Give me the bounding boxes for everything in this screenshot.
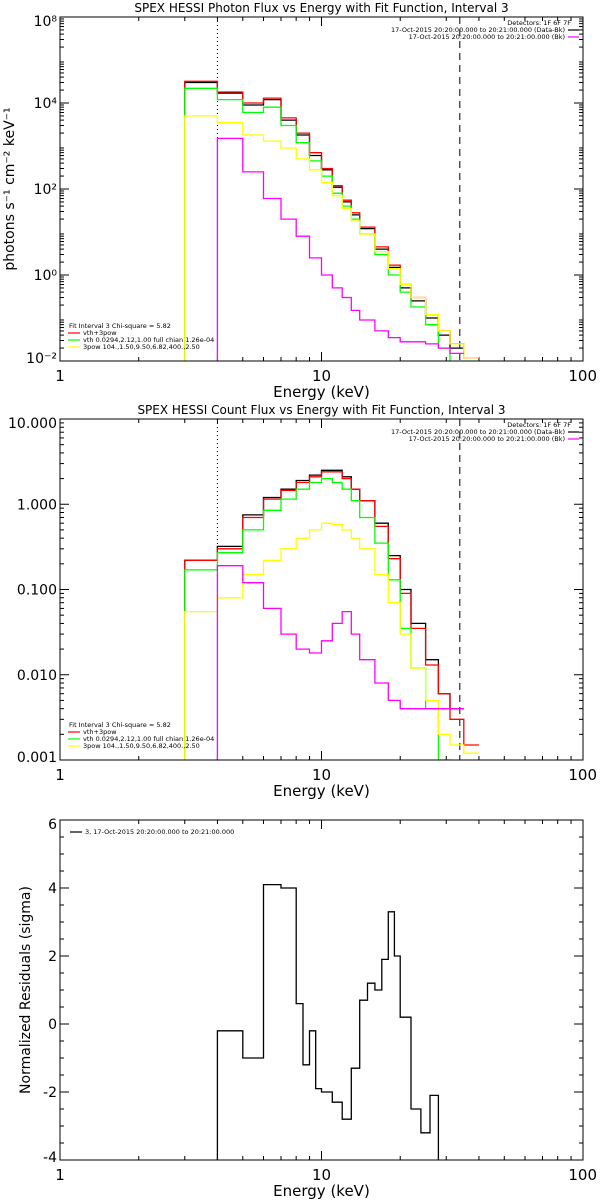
legend-detectors-label: Detectors: 1F 6F 7F [507,19,571,27]
legend-top-entry: 17-Oct-2015 20:20:00.000 to 20:21:00.000… [391,26,565,34]
y-tick-label: -4 [43,1150,57,1166]
y-axis-label: Normalized Residuals (sigma) [18,886,34,1094]
series-line-5 [216,565,464,760]
x-tick-label: 1 [55,766,65,784]
legend-top-entry: 17-Oct-2015 20:20:00.000 to 20:21:00.000… [391,428,565,436]
x-tick-label: 1 [55,367,65,385]
series-line-2 [184,80,479,361]
y-tick-label: 10⁻² [26,351,57,367]
y-tick-label: 10⁰ [34,268,58,284]
y-tick-label: 2 [48,949,57,965]
x-axis-label: Energy (keV) [273,1182,370,1200]
x-tick-label: 100 [568,367,597,385]
x-tick-label: 100 [568,1166,597,1184]
plot-frame [59,16,584,362]
panel-3: 1 10 100 6 4 2 0 -2 -4 Energy (keV) Normalized Res… [18,817,597,1200]
y-tick-label: 10² [34,182,57,198]
y-tick-label: 6 [48,817,57,833]
legend-detectors-label: Detectors: 1F 6F 7F [507,421,571,429]
y-tick-label: 1.000 [17,497,57,513]
x-tick-label: 10 [312,766,331,784]
y-tick-label: 0.100 [17,583,57,599]
legend-fit-entry: vth 0.0294,2.12,1.00 full chian 1.26e-04 [83,336,214,344]
series-line-5 [216,137,464,361]
x-tick-label: 10 [312,1166,331,1184]
legend-fit-title: Fit Interval 3 Chi-square = 5.82 [69,721,171,729]
series-line-1 [184,81,464,361]
plot-frame [59,819,584,1161]
chart-title: SPEX HESSI Photon Flux vs Energy with Fi… [134,1,508,15]
series-line-1 [184,469,464,760]
y-tick-label: 10⁴ [34,96,58,112]
legend-fit-entry: vth+3pow [83,728,117,736]
x-tick-label: 10 [312,367,331,385]
y-tick-label: 10.000 [8,416,57,432]
legend-top-entry: 17-Oct-2015 20:20:00.000 to 20:21:00.000… [409,435,565,443]
series-line-1 [216,883,440,1160]
x-tick-label: 100 [568,766,597,784]
x-tick-label: 1 [55,1166,65,1184]
legend-top-entry: 17-Oct-2015 20:20:00.000 to 20:21:00.000… [409,33,565,41]
legend-fit-title: Fit Interval 3 Chi-square = 5.82 [69,322,171,330]
panel-1: 1 10 100 10⁸ 10⁴ 10² 10⁰ 10⁻² SPEX HESSI Photon … [2,1,597,401]
y-tick-label: 4 [48,881,57,897]
series-line-2 [184,471,479,760]
y-tick-label: 10⁸ [34,14,58,30]
legend-fit-entry: vth 0.0294,2.12,1.00 full chian 1.26e-04 [83,735,214,743]
legend-entry: 3, 17-Oct-2015 20:20:00.000 to 20:21:00.… [85,828,234,836]
panel-2: 1 10 100 10.000 1.000 0.100 0.010 0.001 SPEX HES… [8,403,597,800]
legend-fit-entry: vth+3pow [83,329,117,337]
y-axis-label: photons s⁻¹ cm⁻² keV⁻¹ [2,107,18,270]
y-tick-label: 0.001 [17,750,57,766]
chart-title: SPEX HESSI Count Flux vs Energy with Fit… [137,403,505,417]
plot-frame [59,418,584,761]
x-axis-label: Energy (keV) [273,383,370,401]
legend-fit-entry: 3pow 104.,1.50,9.50,6.82,400.,2.50 [83,742,200,750]
y-tick-label: -2 [43,1085,57,1101]
x-axis-label: Energy (keV) [273,782,370,800]
y-tick-label: 0 [48,1017,57,1033]
series-line-4 [184,115,479,361]
series-line-3 [184,87,451,361]
legend-fit-entry: 3pow 104.,1.50,9.50,6.82,400.,2.50 [83,343,200,351]
y-tick-label: 0.010 [17,668,57,684]
series-line-4 [184,522,479,760]
